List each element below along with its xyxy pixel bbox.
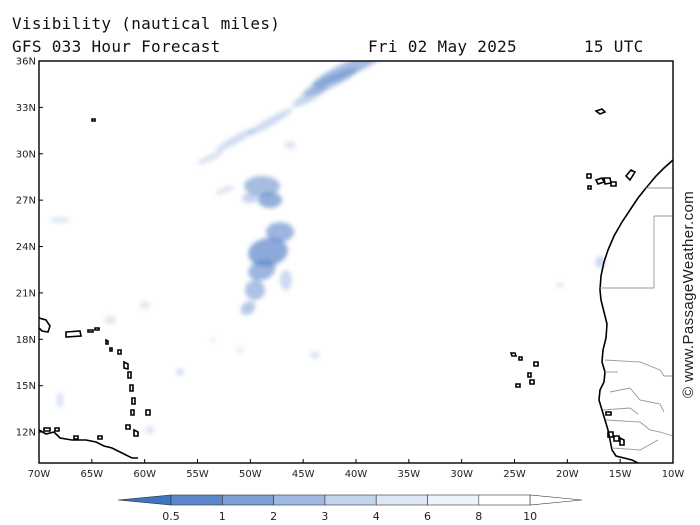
fog-patch <box>292 85 328 107</box>
valid-date-label: Fri 02 May 2025 <box>368 37 517 56</box>
lat-label-30N: 30N <box>16 149 36 160</box>
lat-label-12N: 12N <box>16 428 36 439</box>
bermuda <box>91 118 96 122</box>
colorbar-label: 0.5 <box>162 510 180 523</box>
lesser-antilles <box>105 338 151 437</box>
valid-time-label: 15 UTC <box>584 37 644 56</box>
fog-patch <box>56 392 64 408</box>
lon-label-40W: 40W <box>345 469 368 480</box>
lon-label-45W: 45W <box>292 469 315 480</box>
colorbar-segment <box>375 494 428 506</box>
lon-label-15W: 15W <box>609 469 632 480</box>
colorbar-segment <box>170 494 223 506</box>
hispaniola <box>39 317 51 333</box>
lon-label-70W: 70W <box>28 469 51 480</box>
fog-patch <box>140 301 150 309</box>
lon-label-65W: 65W <box>81 469 104 480</box>
fog-patch <box>215 128 255 152</box>
south-america-coastline <box>39 429 138 459</box>
fog-patch <box>240 301 256 315</box>
lon-label-35W: 35W <box>398 469 421 480</box>
lat-label-33N: 33N <box>16 103 36 114</box>
coastlines <box>39 108 673 463</box>
watermark-text: © www.PassageWeather.com <box>680 191 697 398</box>
africa-coastline <box>598 159 673 463</box>
madeira <box>594 108 607 115</box>
watermark: © www.PassageWeather.com <box>680 191 697 398</box>
country-borders <box>600 187 673 451</box>
colorbar-label: 4 <box>373 510 380 523</box>
fog-patch <box>176 368 184 376</box>
fog-patch <box>595 256 605 268</box>
puerto-rico <box>65 330 82 338</box>
fog-patch <box>197 151 223 165</box>
lat-label-21N: 21N <box>16 288 36 299</box>
fog-patch <box>266 222 294 242</box>
lat-label-18N: 18N <box>16 335 36 346</box>
fog-patch <box>310 351 320 359</box>
lon-label-60W: 60W <box>133 469 156 480</box>
map-title: Visibility (nautical miles) <box>12 14 281 33</box>
fog-patch <box>248 237 288 267</box>
fog-patch <box>248 259 276 281</box>
fog-patch <box>50 217 70 223</box>
colorbar-segment <box>427 494 480 506</box>
fog-patch <box>211 338 215 342</box>
lon-label-30W: 30W <box>450 469 473 480</box>
longitude-labels: 70W 65W 60W 55W 50W 45W 40W 35W 30W 25W 20W 15W 10W <box>28 459 685 480</box>
fog-patch <box>145 426 155 434</box>
colorbar-label: 8 <box>475 510 482 523</box>
colorbar-segment <box>222 494 274 506</box>
colorbar-min-arrow <box>117 494 172 506</box>
lon-label-20W: 20W <box>556 469 579 480</box>
lon-label-25W: 25W <box>503 469 526 480</box>
fog-patch <box>215 185 235 195</box>
lat-label-27N: 27N <box>16 196 36 207</box>
colorbar-label: 1 <box>219 510 226 523</box>
colorbar-segment <box>324 494 377 506</box>
colorbar-label: 10 <box>523 510 537 523</box>
fog-patch <box>557 282 563 288</box>
colorbar-label: 2 <box>270 510 277 523</box>
latitude-labels: 36N 33N 30N 27N 24N 21N 18N 15N 12N <box>16 57 43 439</box>
bijagos-islands <box>605 411 625 446</box>
low-visibility-areas <box>50 61 605 434</box>
lon-label-55W: 55W <box>186 469 209 480</box>
colorbar-label: 3 <box>321 510 328 523</box>
lat-label-36N: 36N <box>16 57 36 68</box>
lat-label-15N: 15N <box>16 381 36 392</box>
colorbar-segment <box>273 494 326 506</box>
colorbar-label: 6 <box>424 510 431 523</box>
fog-patch <box>245 280 265 300</box>
colorbar-segment <box>478 494 531 506</box>
fog-patch <box>242 193 258 203</box>
fog-patch <box>244 176 280 196</box>
fog-patch <box>280 270 292 290</box>
canary-islands <box>586 169 637 190</box>
fog-patch <box>237 347 243 353</box>
model-run-label: GFS 033 Hour Forecast <box>12 37 221 56</box>
virgin-islands <box>87 327 100 333</box>
lat-label-24N: 24N <box>16 242 36 253</box>
fog-patch <box>247 108 293 136</box>
cape-verde <box>509 352 539 388</box>
fog-patch <box>258 192 282 208</box>
caribbean-islets <box>43 427 103 440</box>
colorbar-max-arrow <box>529 494 583 506</box>
lon-label-50W: 50W <box>239 469 262 480</box>
fog-patch <box>104 316 116 324</box>
fog-patches <box>50 61 605 434</box>
lon-label-10W: 10W <box>662 469 685 480</box>
fog-patch <box>284 141 296 149</box>
